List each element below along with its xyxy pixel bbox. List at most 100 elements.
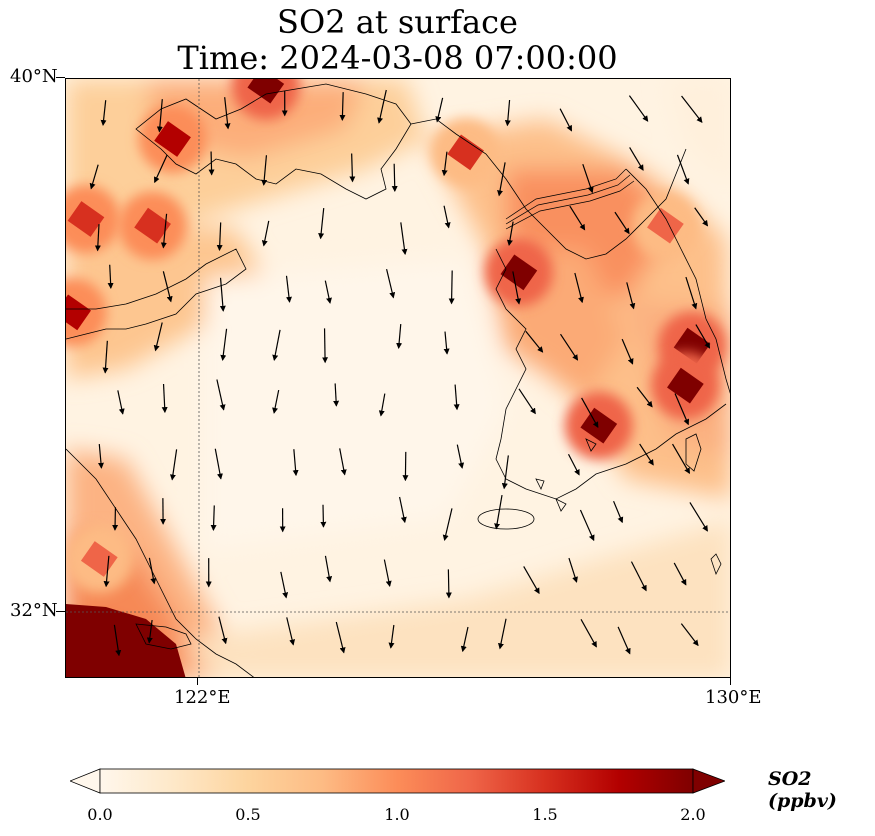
wind-vector	[636, 386, 653, 408]
hotspot-hebei-coast-a	[67, 201, 105, 237]
wind-vector	[97, 443, 104, 469]
wind-vector	[501, 455, 509, 490]
hotspot-north-korea-east	[647, 207, 684, 244]
wind-vector	[335, 621, 346, 654]
wind-vector	[498, 618, 507, 650]
wind-vector	[339, 92, 346, 121]
wind-vector	[160, 213, 168, 249]
wind-vector	[680, 623, 699, 647]
wind-vector	[629, 147, 644, 171]
wind-vector	[107, 264, 114, 290]
wind-vector	[280, 571, 289, 599]
wind-vector	[349, 153, 356, 183]
so2-map	[65, 78, 731, 678]
wind-vector	[324, 555, 333, 583]
wind-vector	[216, 379, 226, 411]
wind-vector	[94, 224, 101, 252]
wind-vector	[580, 618, 597, 648]
colorbar-tick-0: 0.0	[87, 805, 113, 824]
wind-vector	[89, 164, 99, 190]
wind-vector	[681, 95, 703, 123]
wind-vector	[386, 268, 396, 299]
wind-vector	[391, 163, 398, 193]
colorbar	[70, 768, 725, 794]
lon-tick-122e	[197, 678, 198, 685]
wind-vector	[689, 502, 708, 532]
lon-tick-130e	[730, 678, 731, 685]
wind-vector	[435, 97, 444, 123]
map-title-line-2: Time: 2024-03-08 07:00:00	[177, 39, 618, 77]
wind-vector	[100, 100, 107, 126]
hotspot-east-korea-b	[667, 367, 704, 404]
wind-vector	[574, 272, 584, 304]
hotspot-shandong-north	[66, 294, 92, 331]
wind-vector	[673, 562, 687, 586]
wind-vector	[685, 276, 698, 310]
hotspot-east-korea-a	[673, 327, 711, 364]
wind-vector	[694, 207, 709, 227]
gridlines	[66, 79, 730, 677]
wind-vector	[582, 164, 594, 194]
wind-vector	[210, 505, 217, 532]
wind-vector	[388, 624, 395, 649]
wind-vector	[153, 322, 163, 352]
coastline-layer	[66, 83, 730, 677]
wind-vector	[613, 500, 624, 524]
lat-label-40n: 40°N	[10, 66, 58, 87]
wind-vector	[161, 383, 168, 414]
wind-vector	[117, 390, 125, 415]
wind-vector	[261, 155, 268, 186]
wind-vector	[378, 393, 386, 417]
wind-vector	[208, 151, 215, 176]
hotspot-liaodong-west	[154, 121, 191, 157]
lon-label-130e: 130°E	[705, 687, 762, 708]
wind-vector	[113, 624, 122, 657]
wind-vector	[169, 449, 178, 481]
wind-vector	[162, 271, 173, 303]
hotspot-pyongyang-region	[447, 134, 484, 171]
wind-vector	[512, 271, 522, 305]
wind-vector	[442, 508, 453, 542]
colorbar-tick-2: 1.0	[384, 805, 410, 824]
wind-vector	[214, 448, 223, 480]
wind-vector	[400, 222, 408, 256]
lat-tick-40n	[56, 77, 65, 78]
hotspot-south-korea-coast	[580, 407, 618, 444]
lat-label-32n: 32°N	[10, 600, 58, 621]
wind-vector	[559, 108, 573, 132]
wind-vector	[148, 557, 157, 585]
colorbar-extend-min	[70, 768, 101, 794]
wind-vector	[377, 89, 387, 124]
wind-vector	[220, 328, 228, 361]
wind-vector	[617, 626, 631, 655]
wind-vector	[579, 509, 595, 542]
hotspot-jiangsu-coast	[80, 541, 118, 577]
wind-vector	[219, 277, 226, 312]
wind-vector	[292, 449, 299, 477]
wind-vector	[523, 566, 540, 595]
wind-vector	[448, 270, 455, 305]
colorbar-label: SO2 (ppbv)	[768, 768, 837, 812]
colorbar-tick-3: 1.5	[532, 805, 558, 824]
wind-vector-layer	[89, 89, 711, 657]
wind-vector	[672, 443, 690, 475]
wind-vector	[445, 569, 452, 599]
wind-vector	[639, 443, 654, 466]
wind-vector	[383, 559, 392, 587]
colorbar-extend-max	[692, 768, 725, 794]
wind-vector	[154, 154, 168, 184]
wind-vector	[272, 389, 280, 414]
colorbar-tick-4: 2.0	[680, 805, 706, 824]
hotspot-hebei-coast-b	[134, 207, 171, 244]
map-title-line-1: SO2 at surface	[277, 3, 518, 41]
wind-vector	[396, 324, 403, 350]
wind-vector	[567, 454, 580, 476]
wind-vector	[453, 384, 460, 411]
wind-vector	[497, 162, 506, 197]
wind-vector	[333, 383, 340, 407]
wind-vector	[614, 211, 630, 235]
wind-vector	[674, 393, 690, 426]
wind-vector	[285, 275, 292, 303]
wind-vector	[318, 208, 325, 240]
wind-vector	[103, 555, 110, 588]
